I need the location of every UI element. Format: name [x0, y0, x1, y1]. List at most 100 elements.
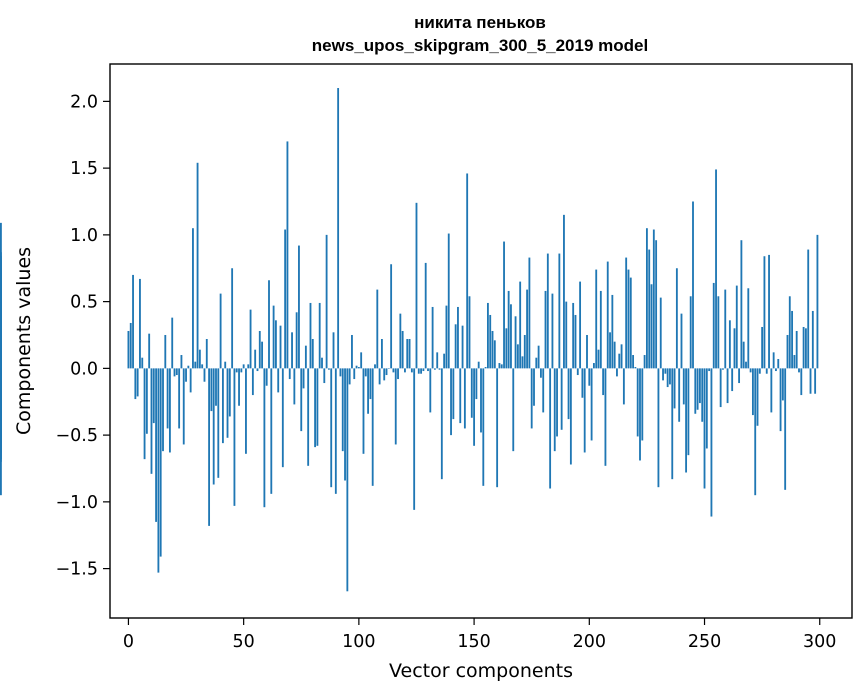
- bar: [491, 330, 494, 369]
- bar: [245, 368, 247, 454]
- bar: [650, 284, 653, 369]
- bar: [387, 368, 390, 369]
- bar: [696, 368, 699, 410]
- bar: [558, 253, 561, 369]
- bar: [355, 365, 358, 369]
- bar: [643, 355, 646, 369]
- bar: [597, 349, 600, 369]
- bar: [523, 334, 526, 369]
- bar: [415, 202, 418, 369]
- bar: [397, 368, 399, 380]
- bar: [281, 368, 284, 468]
- bar: [304, 345, 307, 369]
- bar: [318, 302, 321, 369]
- bar: [745, 361, 747, 369]
- bar: [346, 368, 349, 592]
- bar: [470, 368, 473, 418]
- bar: [362, 368, 365, 454]
- bar: [567, 368, 570, 420]
- bar: [579, 281, 582, 369]
- bar: [394, 368, 397, 445]
- bar: [210, 368, 213, 412]
- bar: [217, 368, 220, 478]
- bar: [254, 349, 257, 369]
- bar: [505, 328, 508, 369]
- bar: [353, 368, 356, 380]
- bar: [731, 368, 734, 392]
- bar: [493, 340, 496, 369]
- bar: [383, 368, 386, 381]
- bar: [360, 352, 363, 369]
- bar: [357, 367, 360, 369]
- bar: [639, 368, 641, 461]
- bar: [519, 281, 522, 369]
- bar: [351, 334, 353, 369]
- bar: [321, 357, 323, 369]
- bar: [422, 368, 425, 372]
- bar: [233, 368, 236, 506]
- bar: [680, 313, 683, 369]
- bar: [185, 368, 187, 382]
- bar: [327, 368, 330, 370]
- bar: [408, 339, 411, 369]
- bar: [772, 352, 775, 369]
- bar: [627, 269, 630, 369]
- bar: [542, 368, 545, 413]
- bar: [180, 355, 183, 369]
- y-tick-label: 2.0: [70, 92, 98, 112]
- bar: [438, 368, 441, 370]
- bar: [450, 368, 452, 436]
- bar: [779, 368, 782, 432]
- bar: [436, 352, 439, 369]
- bar: [754, 368, 757, 496]
- bar: [811, 310, 814, 369]
- bar: [719, 368, 722, 408]
- bar: [616, 368, 618, 377]
- bar: [804, 328, 807, 369]
- bar: [420, 368, 423, 374]
- y-tick-label: 1.0: [70, 226, 98, 246]
- bar: [712, 282, 715, 369]
- bar: [761, 326, 764, 369]
- bar: [219, 293, 222, 369]
- bar: [466, 173, 469, 369]
- bar: [758, 368, 761, 374]
- bar: [581, 368, 584, 398]
- bar: [569, 368, 572, 465]
- bar: [238, 368, 240, 406]
- bar: [662, 368, 664, 381]
- bar: [150, 368, 153, 474]
- bar: [486, 302, 489, 369]
- y-tick-label: −0.5: [56, 426, 99, 446]
- bar: [367, 368, 370, 414]
- bar: [364, 368, 367, 377]
- bar: [556, 368, 558, 437]
- bar: [768, 254, 770, 369]
- bar: [0, 368, 2, 421]
- bar: [671, 368, 674, 480]
- bar: [738, 368, 741, 384]
- bar: [302, 368, 305, 389]
- bar: [392, 368, 395, 373]
- bar: [221, 368, 224, 444]
- bar: [249, 309, 252, 369]
- bar: [256, 368, 259, 372]
- bar: [263, 368, 266, 508]
- y-tick-label: 0.0: [70, 359, 98, 379]
- bar: [148, 333, 151, 369]
- bar: [399, 313, 402, 369]
- bar: [265, 368, 268, 386]
- bar: [735, 285, 738, 369]
- bar: [159, 368, 162, 557]
- bar: [742, 341, 745, 369]
- bar: [784, 368, 787, 490]
- bar: [323, 368, 326, 384]
- bar: [461, 325, 464, 369]
- bar: [258, 330, 261, 369]
- bar: [733, 328, 736, 369]
- bar: [516, 344, 519, 369]
- bar: [325, 234, 328, 369]
- bar: [800, 368, 803, 396]
- bar: [814, 368, 817, 394]
